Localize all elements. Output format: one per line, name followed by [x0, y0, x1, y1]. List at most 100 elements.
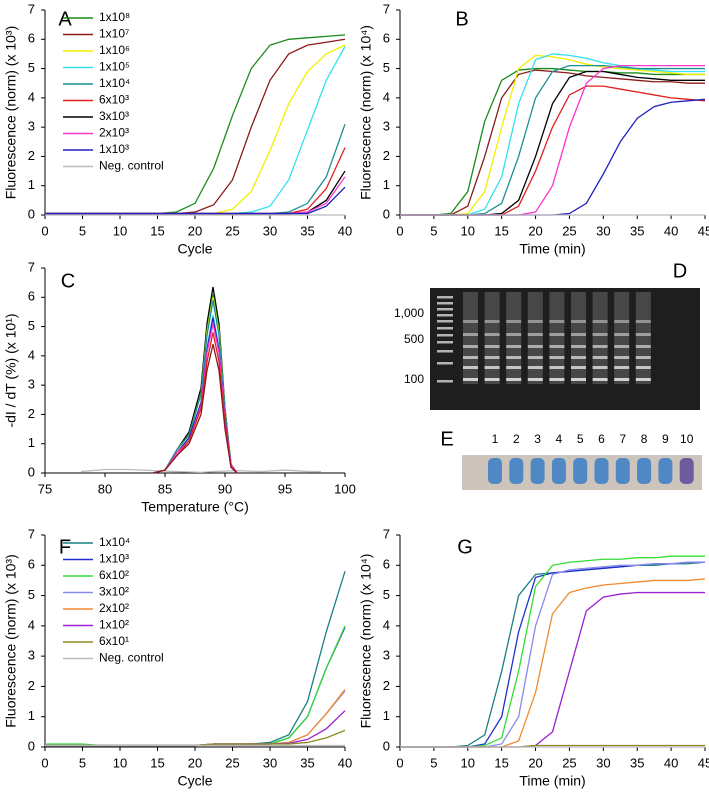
- lane-number: 8: [641, 432, 648, 446]
- y-tick-label: 3: [383, 648, 390, 663]
- series-line: [45, 689, 346, 747]
- lane-number: 5: [577, 432, 584, 446]
- y-tick-label: 4: [28, 89, 35, 104]
- x-tick-label: 20: [528, 223, 542, 238]
- x-tick-label: 15: [494, 755, 508, 770]
- gel-image: [430, 288, 700, 410]
- ladder-band: [437, 327, 453, 330]
- y-tick-label: 7: [28, 259, 35, 274]
- x-tick-label: 10: [461, 223, 475, 238]
- legend-label: 2x10²: [99, 601, 129, 615]
- x-tick-label: 100: [334, 481, 356, 496]
- y-tick-label: 1: [28, 435, 35, 450]
- x-tick-label: 15: [150, 223, 164, 238]
- y-tick-label: 4: [28, 347, 35, 362]
- sample-band: [484, 378, 500, 381]
- sample-band: [592, 320, 608, 323]
- tube: [594, 458, 609, 484]
- tube: [658, 458, 673, 484]
- legend-label: 2x10³: [99, 126, 129, 140]
- sample-band: [527, 345, 543, 348]
- tube: [488, 458, 502, 484]
- tube: [530, 458, 545, 484]
- series-line: [400, 70, 705, 216]
- ladder-band: [437, 350, 453, 353]
- y-tick-label: 6: [383, 557, 390, 572]
- lane-number: 6: [598, 432, 605, 446]
- gel-panel-label: D: [673, 260, 687, 282]
- x-tick-label: 45: [698, 223, 709, 238]
- sample-band: [571, 333, 586, 336]
- x-tick-label: 35: [300, 755, 314, 770]
- sample-band: [614, 345, 630, 348]
- x-tick-label: 35: [630, 755, 644, 770]
- y-axis-label: Fluorescence (norm) (x 10³): [3, 554, 19, 728]
- ladder-label: 100: [404, 372, 424, 386]
- sample-band: [527, 320, 543, 323]
- sample-band: [463, 320, 478, 323]
- lane-smear: [571, 292, 586, 384]
- sample-band: [635, 356, 651, 359]
- y-tick-label: 2: [28, 406, 35, 421]
- y-axis-label: Fluorescence (norm) (x 10⁴): [358, 25, 374, 200]
- x-tick-label: 15: [150, 755, 164, 770]
- series-line: [152, 297, 238, 474]
- sample-band: [527, 356, 543, 359]
- y-tick-label: 1: [383, 708, 390, 723]
- sample-band: [549, 320, 565, 323]
- x-tick-label: 40: [664, 223, 678, 238]
- sample-band: [614, 356, 630, 359]
- lane-number: 7: [619, 432, 626, 446]
- sample-band: [549, 333, 565, 336]
- y-tick-label: 4: [383, 89, 390, 104]
- sample-band: [635, 320, 651, 323]
- sample-band: [463, 378, 478, 381]
- legend-label: 1x10⁵: [99, 60, 130, 74]
- legend-label: 1x10²: [99, 618, 129, 632]
- y-tick-label: 1: [28, 177, 35, 192]
- y-tick-label: 3: [28, 648, 35, 663]
- lane-number: 1: [492, 432, 499, 446]
- y-tick-label: 4: [383, 617, 390, 632]
- legend-label: 1x10⁴: [99, 76, 130, 90]
- legend-label: 1x10⁷: [99, 27, 129, 41]
- tube: [615, 458, 630, 484]
- legend-label: 1x10⁴: [99, 535, 130, 549]
- sample-band: [506, 345, 522, 348]
- sample-band: [571, 378, 586, 381]
- legend-label: 3x10²: [99, 585, 129, 599]
- sample-band: [592, 333, 608, 336]
- x-tick-label: 75: [38, 481, 52, 496]
- series-line: [45, 38, 346, 215]
- sample-band: [614, 378, 630, 381]
- y-tick-label: 3: [28, 119, 35, 134]
- panel-label: F: [59, 536, 71, 558]
- lane-number: 9: [662, 432, 669, 446]
- y-tick-label: 5: [28, 318, 35, 333]
- y-axis-label: -dI / dT (%) (x 10¹): [3, 313, 19, 427]
- lane-number: 10: [680, 432, 694, 446]
- x-tick-label: 30: [596, 755, 610, 770]
- sample-band: [484, 320, 500, 323]
- lane-smear: [463, 292, 478, 384]
- lane-smear: [484, 292, 500, 384]
- panel-label: C: [61, 270, 75, 292]
- legend-label: 1x10⁸: [99, 10, 130, 24]
- x-tick-label: 5: [79, 755, 86, 770]
- series-line: [45, 123, 346, 215]
- x-tick-label: 0: [396, 223, 403, 238]
- x-tick-label: 85: [158, 481, 172, 496]
- sample-band: [506, 356, 522, 359]
- legend-label: 1x10³: [99, 142, 129, 156]
- sample-band: [527, 366, 543, 369]
- sample-band: [614, 333, 630, 336]
- x-tick-label: 10: [113, 223, 127, 238]
- y-tick-label: 5: [383, 60, 390, 75]
- series-line: [45, 46, 346, 215]
- sample-band: [592, 366, 608, 369]
- sample-band: [506, 378, 522, 381]
- x-tick-label: 10: [461, 755, 475, 770]
- sample-band: [571, 366, 586, 369]
- y-tick-label: 7: [28, 1, 35, 16]
- series-line: [400, 53, 705, 216]
